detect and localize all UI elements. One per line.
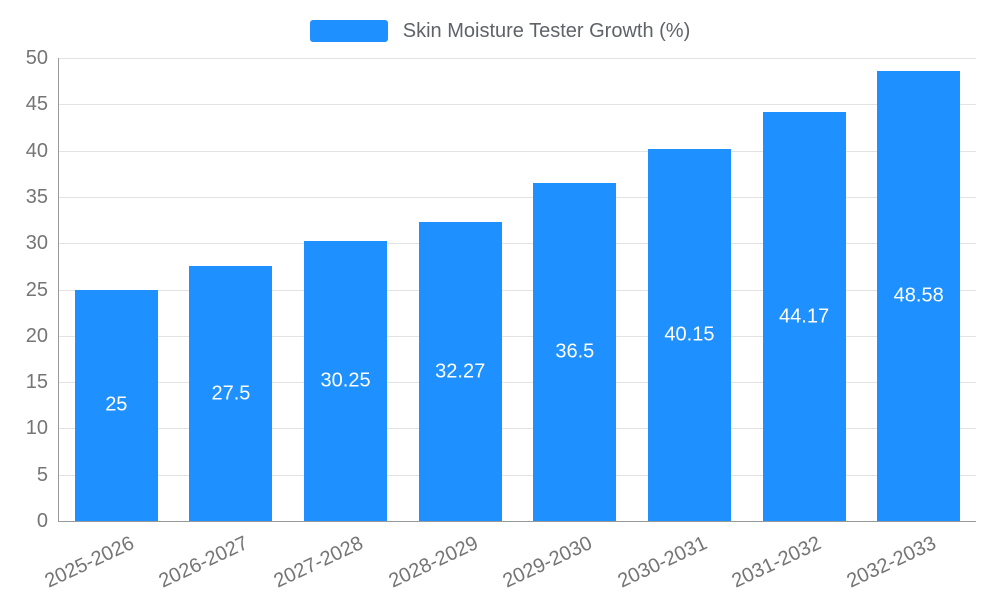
legend-swatch	[309, 20, 388, 42]
x-axis-tick-label: 2029-2030	[499, 532, 596, 593]
gridline	[59, 150, 976, 152]
y-axis-tick-label: 45	[25, 93, 48, 116]
legend[interactable]: Skin Moisture Tester Growth (%)	[0, 20, 1000, 42]
bar-value-label: 48.58	[893, 284, 944, 307]
y-axis-tick-label: 10	[25, 417, 48, 440]
bar: 48.58	[877, 71, 961, 521]
bar: 25	[74, 289, 158, 521]
x-axis-tick-label: 2030-2031	[614, 532, 711, 593]
bar-value-label: 40.15	[664, 323, 715, 346]
bar-value-label: 27.5	[211, 382, 251, 405]
y-axis-tick-label: 35	[25, 185, 48, 208]
gridline	[59, 243, 976, 245]
y-axis-tick-label: 25	[25, 278, 48, 301]
gridline	[59, 428, 976, 430]
bar: 32.27	[418, 222, 502, 521]
gridline	[59, 196, 976, 198]
legend-title: Skin Moisture Tester Growth (%)	[402, 20, 691, 42]
bar: 27.5	[189, 266, 273, 521]
y-axis-tick-label: 0	[36, 510, 48, 532]
y-axis-tick-label: 20	[25, 324, 48, 347]
x-axis-tick-label: 2026-2027	[155, 532, 252, 593]
y-axis-tick-label: 40	[25, 139, 48, 162]
bar: 36.5	[533, 183, 617, 521]
bar-value-label: 32.27	[435, 360, 486, 383]
plot-area: 0 5 10 15 20 25 30 35 40 45 50 25 2025-2026 27.5 2026-…	[26, 48, 976, 592]
x-axis-tick-label: 2031-2032	[728, 532, 825, 593]
y-axis-tick-label: 15	[25, 371, 48, 394]
bar-value-label: 30.25	[320, 369, 371, 392]
gridline	[59, 382, 976, 384]
bar-value-label: 44.17	[779, 305, 830, 327]
gridline	[59, 335, 976, 337]
y-axis-tick-label: 30	[25, 232, 48, 255]
x-axis-tick-label: 2032-2033	[843, 532, 940, 593]
bar-value-label: 36.5	[555, 340, 595, 363]
bar-value-label: 25	[105, 393, 128, 416]
gridline	[59, 474, 976, 476]
x-axis-tick-label: 2027-2028	[270, 532, 367, 593]
gridline	[59, 289, 976, 291]
gridline	[59, 58, 976, 59]
bar: 44.17	[762, 112, 846, 521]
gridline	[59, 104, 976, 106]
y-axis-tick-label: 5	[36, 463, 48, 486]
x-axis-tick-label: 2028-2029	[385, 532, 482, 593]
y-axis-tick-label: 50	[25, 47, 48, 69]
bar: 30.25	[304, 240, 388, 521]
bar: 40.15	[647, 149, 731, 521]
x-axis-tick-label: 2025-2026	[41, 532, 138, 593]
